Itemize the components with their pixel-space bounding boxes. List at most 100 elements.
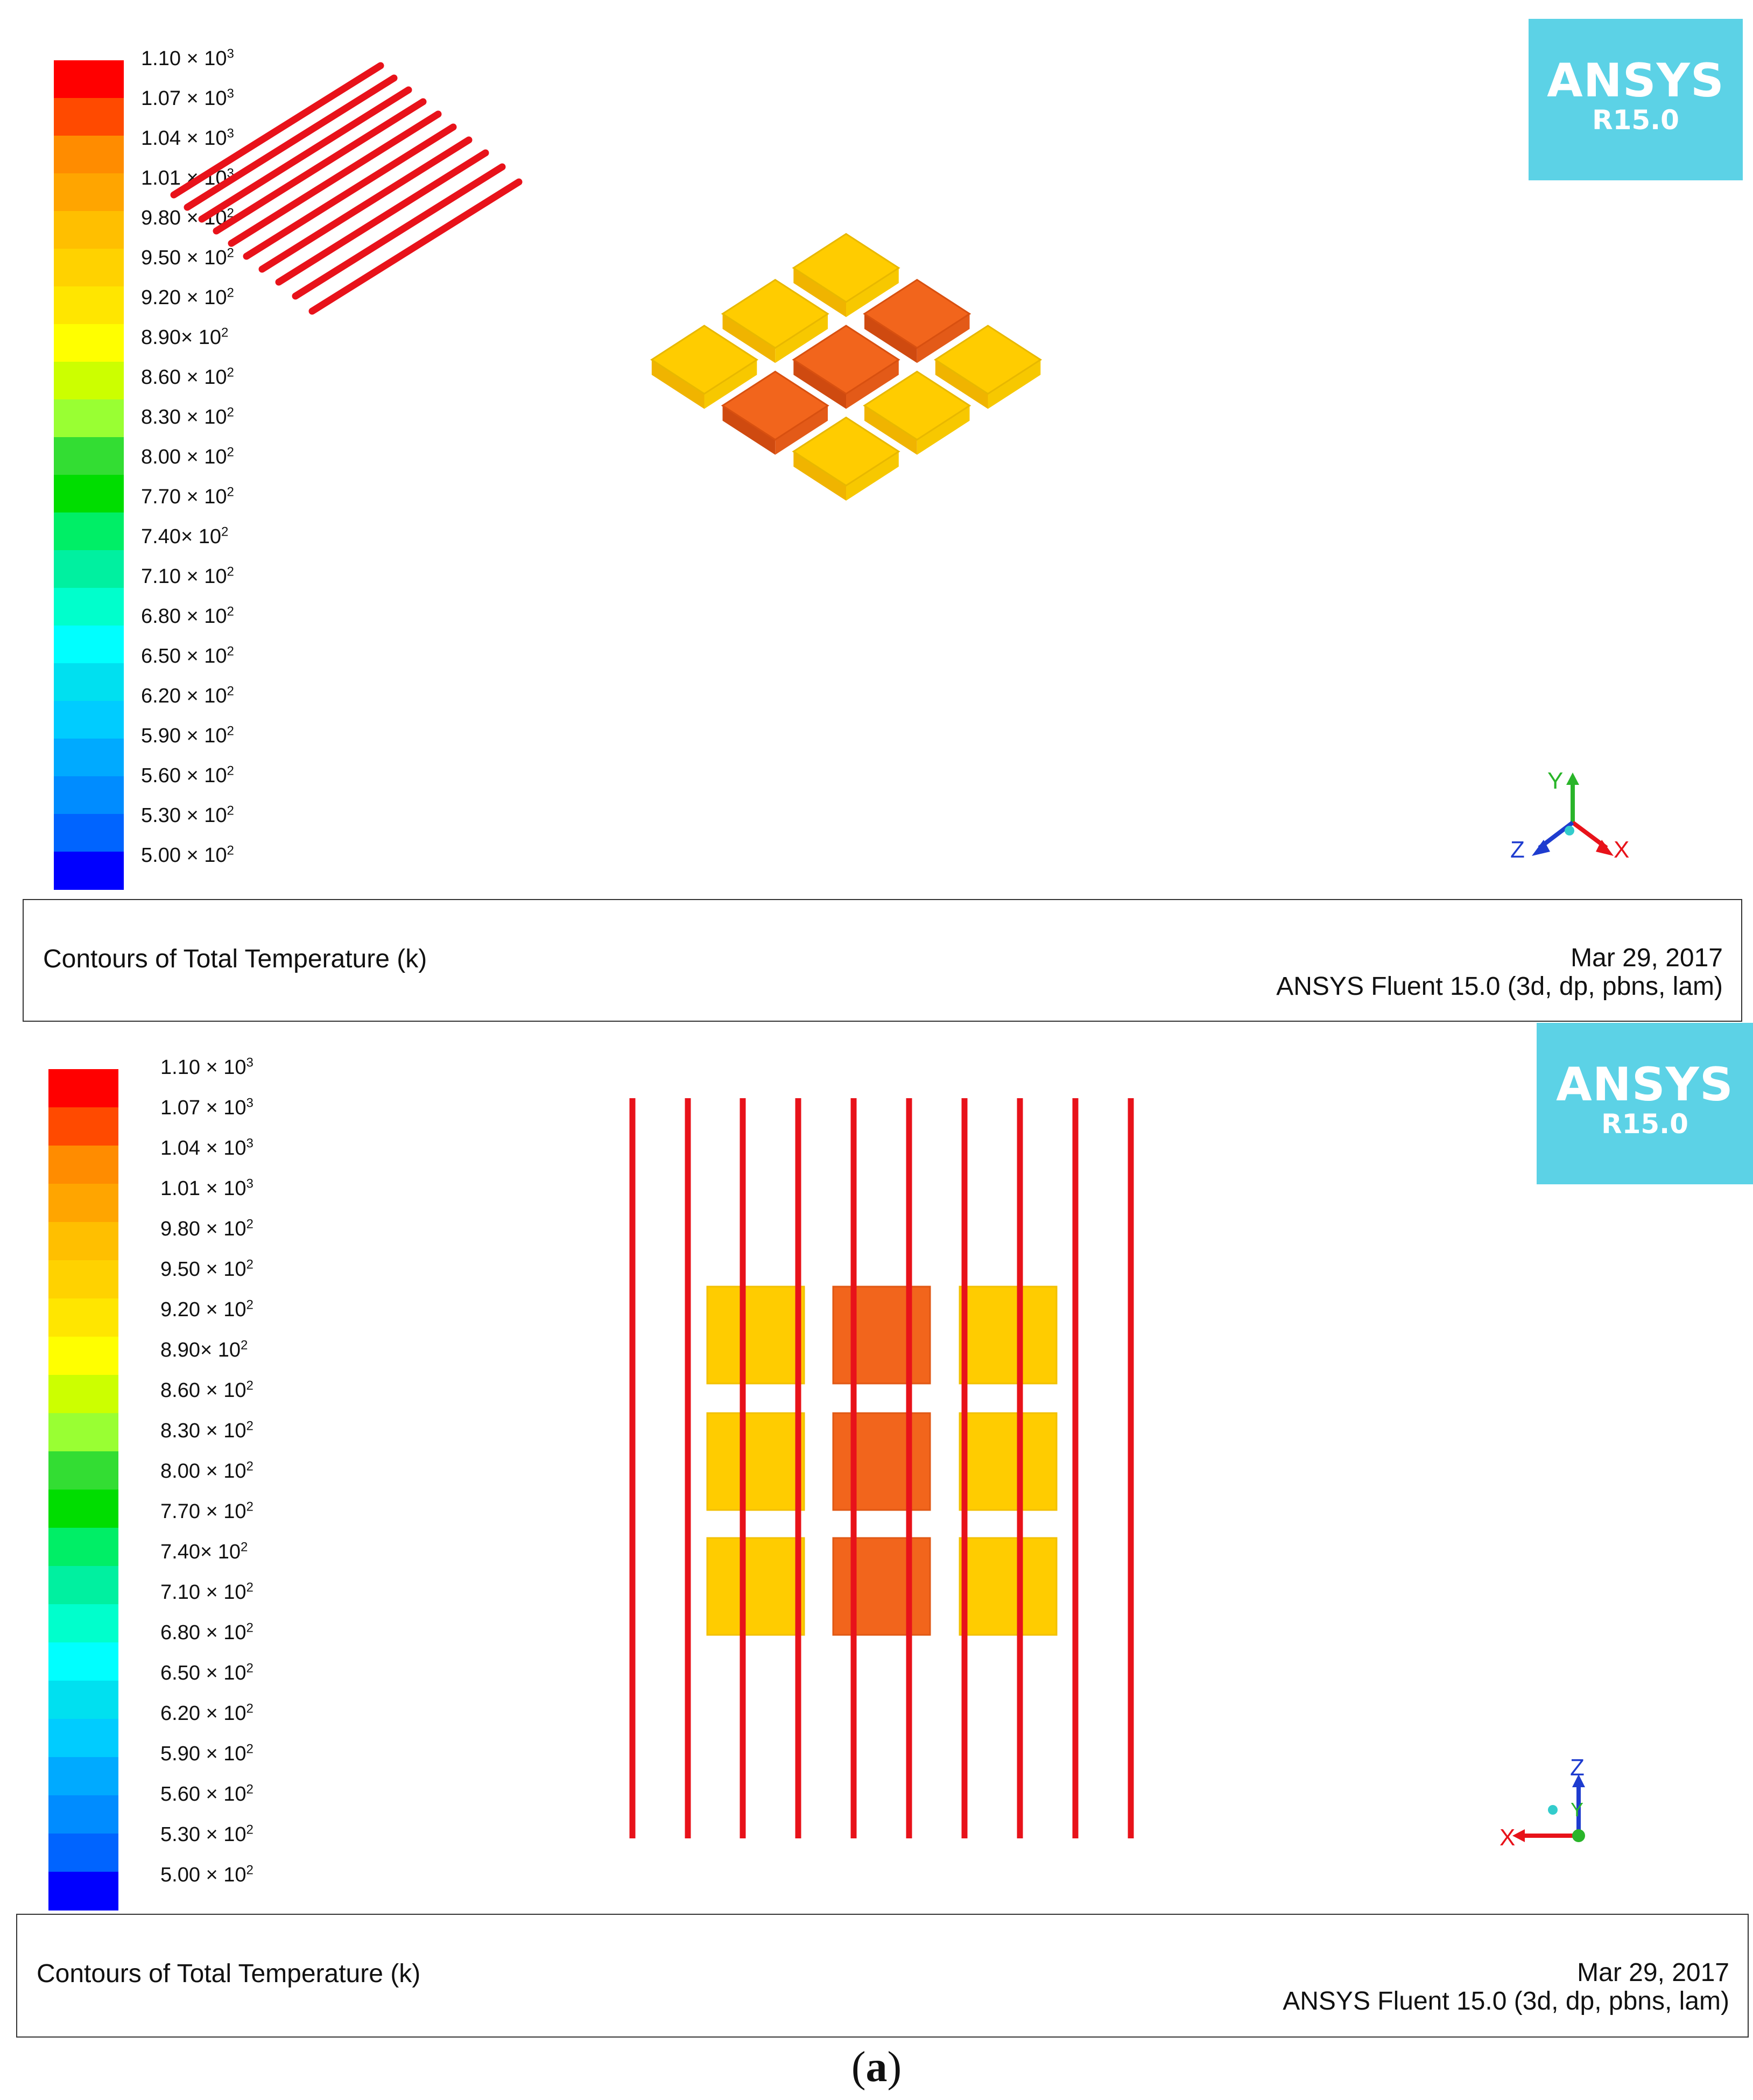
warm-block xyxy=(650,325,759,395)
legend-swatch xyxy=(48,1222,118,1261)
heating-rod xyxy=(213,98,427,235)
heating-rod xyxy=(184,74,398,211)
legend-swatch xyxy=(48,1872,118,1911)
legend-label: 7.70 × 102 xyxy=(160,1499,254,1523)
hot-block xyxy=(721,370,829,441)
legend-label: 7.40× 102 xyxy=(160,1540,248,1563)
block-side xyxy=(864,314,917,363)
hot-block xyxy=(832,1286,931,1385)
legend-label: 6.80 × 102 xyxy=(141,604,234,628)
legend-label: 9.50 × 102 xyxy=(141,245,234,269)
software-version: ANSYS Fluent 15.0 (3d, dp, pbns, lam) xyxy=(1276,972,1723,1001)
legend-label: 5.60 × 102 xyxy=(141,763,234,787)
block-side xyxy=(988,360,1041,409)
isometric-view: Y X Z xyxy=(170,62,1629,863)
heating-rod xyxy=(308,178,523,315)
top-down-view: Z Y X xyxy=(629,1098,1585,1851)
legend-label: 1.01 × 103 xyxy=(160,1176,254,1200)
legend-swatch xyxy=(54,136,124,174)
legend-label: 7.10 × 102 xyxy=(160,1580,254,1604)
legend-label: 9.80 × 102 xyxy=(160,1217,254,1240)
legend-swatch xyxy=(48,1604,118,1643)
block-side xyxy=(722,314,776,363)
legend-swatch xyxy=(54,739,124,777)
legend-label: 1.07 × 103 xyxy=(141,86,234,110)
legend-swatch xyxy=(54,286,124,325)
hot-block xyxy=(863,279,971,349)
legend-label: 1.10 × 103 xyxy=(160,1055,254,1079)
legend-label: 9.20 × 102 xyxy=(160,1297,254,1321)
legend-label: 6.20 × 102 xyxy=(160,1701,254,1725)
legend-swatch xyxy=(54,475,124,513)
legend-label: 8.60 × 102 xyxy=(141,365,234,389)
heating-rod xyxy=(275,149,489,286)
axis-x-label: X xyxy=(1614,837,1629,863)
legend-swatch xyxy=(54,512,124,551)
legend-label: 1.07 × 103 xyxy=(160,1095,254,1119)
legend-label: 8.00 × 102 xyxy=(141,445,234,468)
info-box: Contours of Total Temperature (k) Mar 29… xyxy=(23,899,1742,1022)
legend-swatch xyxy=(48,1566,118,1605)
legend-swatch xyxy=(48,1642,118,1681)
legend-label: 6.80 × 102 xyxy=(160,1620,254,1644)
warm-block xyxy=(934,325,1043,395)
legend-swatch xyxy=(54,588,124,626)
ansys-logo: ANSYS R15.0 xyxy=(1529,19,1743,180)
legend-swatch xyxy=(48,1184,118,1223)
legend-swatch xyxy=(48,1490,118,1528)
warm-block xyxy=(706,1286,805,1385)
legend-label: 8.60 × 102 xyxy=(160,1378,254,1402)
block-side xyxy=(651,360,705,409)
axis-y-label: Y xyxy=(1547,768,1563,794)
plot-caption: Contours of Total Temperature (k) xyxy=(43,945,427,973)
warm-block xyxy=(792,233,900,303)
legend-swatch xyxy=(48,1337,118,1375)
legend-swatch xyxy=(48,1146,118,1184)
heating-rod xyxy=(258,136,473,273)
legend-label: 8.30 × 102 xyxy=(160,1418,254,1442)
legend-swatch xyxy=(48,1451,118,1490)
legend-swatch xyxy=(48,1413,118,1452)
legend-swatch xyxy=(54,173,124,212)
warm-block xyxy=(706,1412,805,1511)
legend-label: 1.10 × 103 xyxy=(141,46,234,70)
info-box: Contours of Total Temperature (k) Mar 29… xyxy=(16,1914,1749,2038)
heating-rod xyxy=(228,110,442,247)
figure-label: (a) xyxy=(851,2043,902,2091)
legend-swatch xyxy=(54,550,124,588)
heating-rod xyxy=(243,123,457,260)
legend-swatch xyxy=(54,399,124,438)
block-side xyxy=(846,360,899,409)
block-side xyxy=(917,314,970,363)
plot-date: Mar 29, 2017 xyxy=(1577,1958,1729,1987)
legend-label: 9.50 × 102 xyxy=(160,1257,254,1281)
warm-block xyxy=(792,416,900,487)
legend-swatch xyxy=(54,663,124,701)
legend-swatch xyxy=(54,852,124,890)
legend-swatch xyxy=(48,1795,118,1834)
hot-block xyxy=(792,325,900,395)
hot-block xyxy=(832,1537,931,1636)
warm-block xyxy=(959,1537,1058,1636)
legend-label: 6.50 × 102 xyxy=(141,644,234,668)
software-version: ANSYS Fluent 15.0 (3d, dp, pbns, lam) xyxy=(1283,1986,1729,2015)
legend-label: 5.90 × 102 xyxy=(160,1741,254,1765)
block-side xyxy=(775,314,828,363)
warm-block xyxy=(706,1537,805,1636)
block-side xyxy=(864,405,917,455)
block-side xyxy=(793,451,846,501)
legend-swatch xyxy=(48,1260,118,1299)
legend-swatch xyxy=(54,211,124,249)
legend-swatch xyxy=(54,814,124,852)
legend-swatch xyxy=(48,1834,118,1872)
legend-swatch xyxy=(48,1375,118,1414)
legend-swatch xyxy=(48,1681,118,1719)
legend-swatch xyxy=(48,1069,118,1108)
legend-label: 7.10 × 102 xyxy=(141,564,234,588)
block-side xyxy=(846,268,899,317)
warm-block xyxy=(863,370,971,441)
block-side xyxy=(917,405,970,455)
legend-label: 5.00 × 102 xyxy=(141,843,234,867)
bottom-panel: 1.10 × 103 1.07 × 103 1.04 × 103 1.01 × 103… xyxy=(0,1023,1753,2038)
legend-swatch xyxy=(54,626,124,664)
